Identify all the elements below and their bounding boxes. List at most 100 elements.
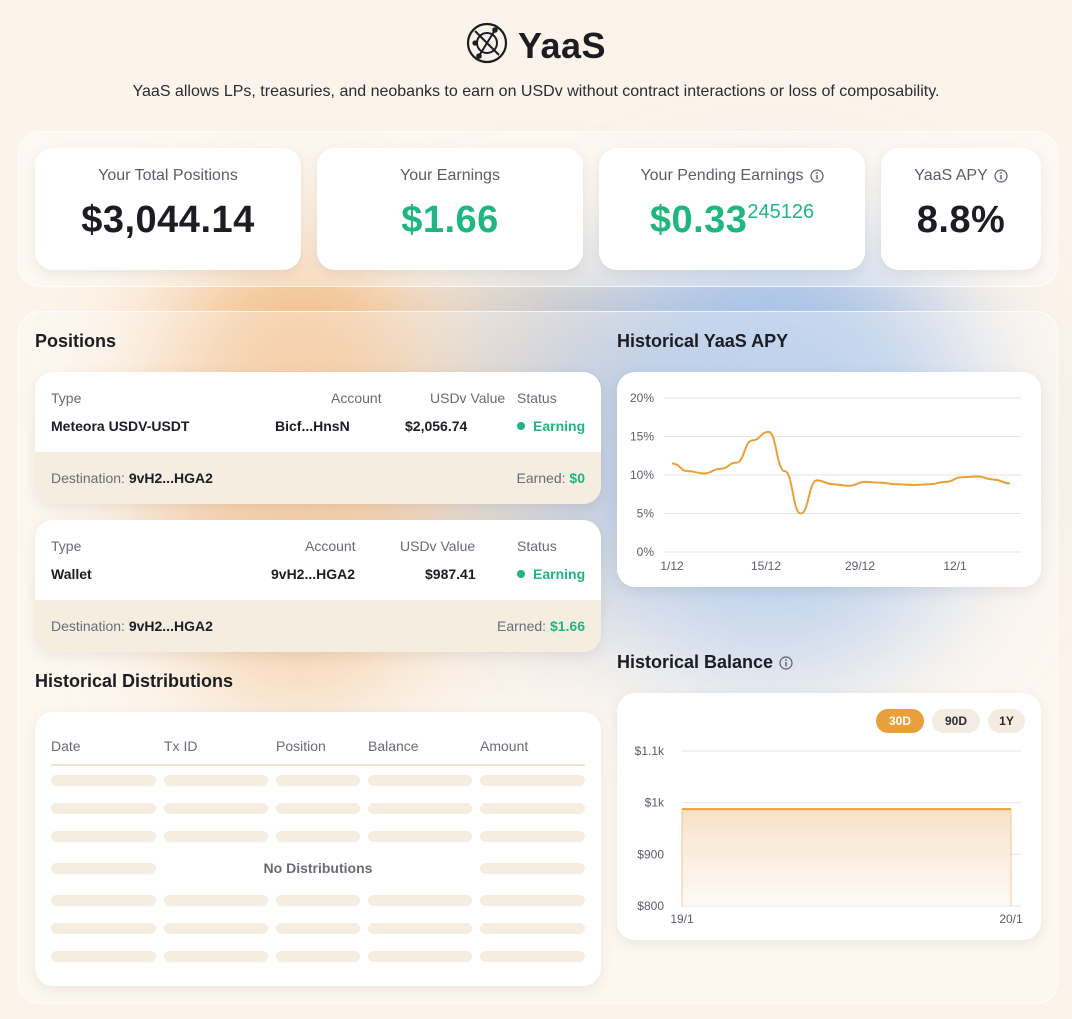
range-30d-button[interactable]: 30D xyxy=(876,709,924,733)
yaas-logo-icon xyxy=(466,22,508,69)
y-tick-label: 20% xyxy=(630,391,654,405)
col-account: Account xyxy=(305,538,356,554)
distributions-table: Date Tx ID Position Balance Amount No Di… xyxy=(35,712,601,986)
skeleton-cell xyxy=(480,923,585,934)
skeleton-cell xyxy=(164,775,268,786)
stat-value-row: $0.33245126 xyxy=(599,199,865,242)
destination-label: Destination: xyxy=(51,618,125,634)
balance-area xyxy=(682,809,1011,906)
skeleton-cell xyxy=(368,951,472,962)
stat-label: Your Earnings xyxy=(400,167,500,184)
skeleton-cell xyxy=(276,775,360,786)
x-tick-label: 19/1 xyxy=(670,912,694,926)
skeleton-cell xyxy=(51,923,156,934)
position-usdv-value: $2,056.74 xyxy=(405,418,468,434)
balance-chart-title-row: Historical Balance xyxy=(617,652,793,673)
status-dot-icon xyxy=(517,422,525,430)
skeleton-cell xyxy=(480,775,585,786)
apy-chart-title: Historical YaaS APY xyxy=(617,331,789,351)
position-account: Bicf...HnsN xyxy=(275,418,350,434)
skeleton-cell xyxy=(164,923,268,934)
apy-chart-svg: 20% 15% 10% 5% 0% 1/12 15/12 29/12 12/1 xyxy=(630,391,1021,573)
destination-address: 9vH2...HGA2 xyxy=(128,470,213,486)
col-type: Type xyxy=(51,538,82,554)
skeleton-cell xyxy=(51,863,156,874)
skeleton-cell xyxy=(480,863,585,874)
skeleton-cell xyxy=(368,775,472,786)
col-amount[interactable]: Amount xyxy=(480,738,529,754)
empty-state: No Distributions xyxy=(263,860,373,876)
x-tick-label: 12/1 xyxy=(943,559,967,573)
range-90d-button[interactable]: 90D xyxy=(932,709,980,733)
col-status: Status xyxy=(517,390,557,406)
destination-label: Destination: xyxy=(51,470,125,486)
skeleton-cell xyxy=(164,895,268,906)
y-tick-label: $1.1k xyxy=(635,744,665,758)
stat-total-positions: Your Total Positions $3,044.14 xyxy=(35,148,301,270)
apy-chart: 20% 15% 10% 5% 0% 1/12 15/12 29/12 12/1 xyxy=(617,372,1041,587)
skeleton-cell xyxy=(51,831,156,842)
col-type: Type xyxy=(51,390,82,406)
col-date[interactable]: Date xyxy=(51,738,81,754)
info-icon[interactable] xyxy=(994,169,1008,183)
earned: Earned: $0 xyxy=(516,470,585,486)
position-card[interactable]: Type Account USDv Value Status Meteora U… xyxy=(35,372,601,504)
distributions-title: Historical Distributions xyxy=(35,671,234,691)
y-tick-label: 5% xyxy=(637,507,655,521)
stat-value: 8.8% xyxy=(916,199,1006,241)
skeleton-cell xyxy=(276,803,360,814)
position-account: 9vH2...HGA2 xyxy=(271,566,356,582)
balance-chart-title: Historical Balance xyxy=(617,652,774,672)
balance-chart-svg: $1.1k $1k $900 $800 19/1 20/1 xyxy=(635,744,1023,926)
skeleton-cell xyxy=(51,951,156,962)
skeleton-cell xyxy=(368,923,472,934)
skeleton-cell xyxy=(164,803,268,814)
position-footer: Destination: 9vH2...HGA2 Earned: $0 xyxy=(35,452,601,504)
range-1y-button[interactable]: 1Y xyxy=(988,709,1025,733)
earned-amount: $0 xyxy=(569,470,585,486)
skeleton-cell xyxy=(164,951,268,962)
skeleton-cell xyxy=(51,895,156,906)
status-dot-icon xyxy=(517,570,525,578)
x-tick-label: 29/12 xyxy=(845,559,875,573)
skeleton-cell xyxy=(276,923,360,934)
skeleton-cell xyxy=(276,951,360,962)
col-account: Account xyxy=(331,390,382,406)
stat-earnings: Your Earnings $1.66 xyxy=(317,148,583,270)
stat-label: Your Pending Earnings xyxy=(640,167,804,184)
position-footer: Destination: 9vH2...HGA2 Earned: $1.66 xyxy=(35,600,601,652)
stat-pending-earnings: Your Pending Earnings $0.33245126 xyxy=(599,148,865,270)
y-tick-label: $900 xyxy=(637,847,664,861)
status-text: Earning xyxy=(533,566,586,582)
y-tick-label: $1k xyxy=(645,796,665,810)
col-balance[interactable]: Balance xyxy=(368,738,419,754)
stat-label: Your Total Positions xyxy=(98,167,238,184)
position-card[interactable]: Type Account USDv Value Status Wallet 9v… xyxy=(35,520,601,652)
destination: Destination: 9vH2...HGA2 xyxy=(51,470,213,486)
y-tick-label: $800 xyxy=(637,899,664,913)
skeleton-cell xyxy=(368,895,472,906)
stat-value: $0.33 xyxy=(649,199,748,241)
x-tick-label: 1/12 xyxy=(660,559,684,573)
col-tx-id[interactable]: Tx ID xyxy=(164,738,198,754)
skeleton-cell xyxy=(480,803,585,814)
earned: Earned: $1.66 xyxy=(497,618,585,634)
stat-value: $1.66 xyxy=(401,199,499,241)
info-icon[interactable] xyxy=(809,169,824,183)
col-position[interactable]: Position xyxy=(276,738,326,754)
balance-chart: 30D 90D 1Y $1.1k $1k $900 $800 19/1 20/1 xyxy=(617,693,1041,940)
skeleton-cell xyxy=(51,775,156,786)
skeleton-cell xyxy=(51,803,156,814)
stat-apy: YaaS APY 8.8% xyxy=(881,148,1041,270)
x-tick-label: 15/12 xyxy=(751,559,781,573)
y-tick-label: 0% xyxy=(637,545,655,559)
status-badge: Earning xyxy=(517,418,585,434)
skeleton-cell xyxy=(480,951,585,962)
status-text: Earning xyxy=(533,418,586,434)
position-type: Wallet xyxy=(51,566,92,582)
y-tick-label: 10% xyxy=(630,468,654,482)
info-icon[interactable] xyxy=(779,655,793,670)
skeleton-cell xyxy=(276,831,360,842)
stat-label-row: YaaS APY xyxy=(881,167,1041,185)
skeleton-cell xyxy=(368,803,472,814)
